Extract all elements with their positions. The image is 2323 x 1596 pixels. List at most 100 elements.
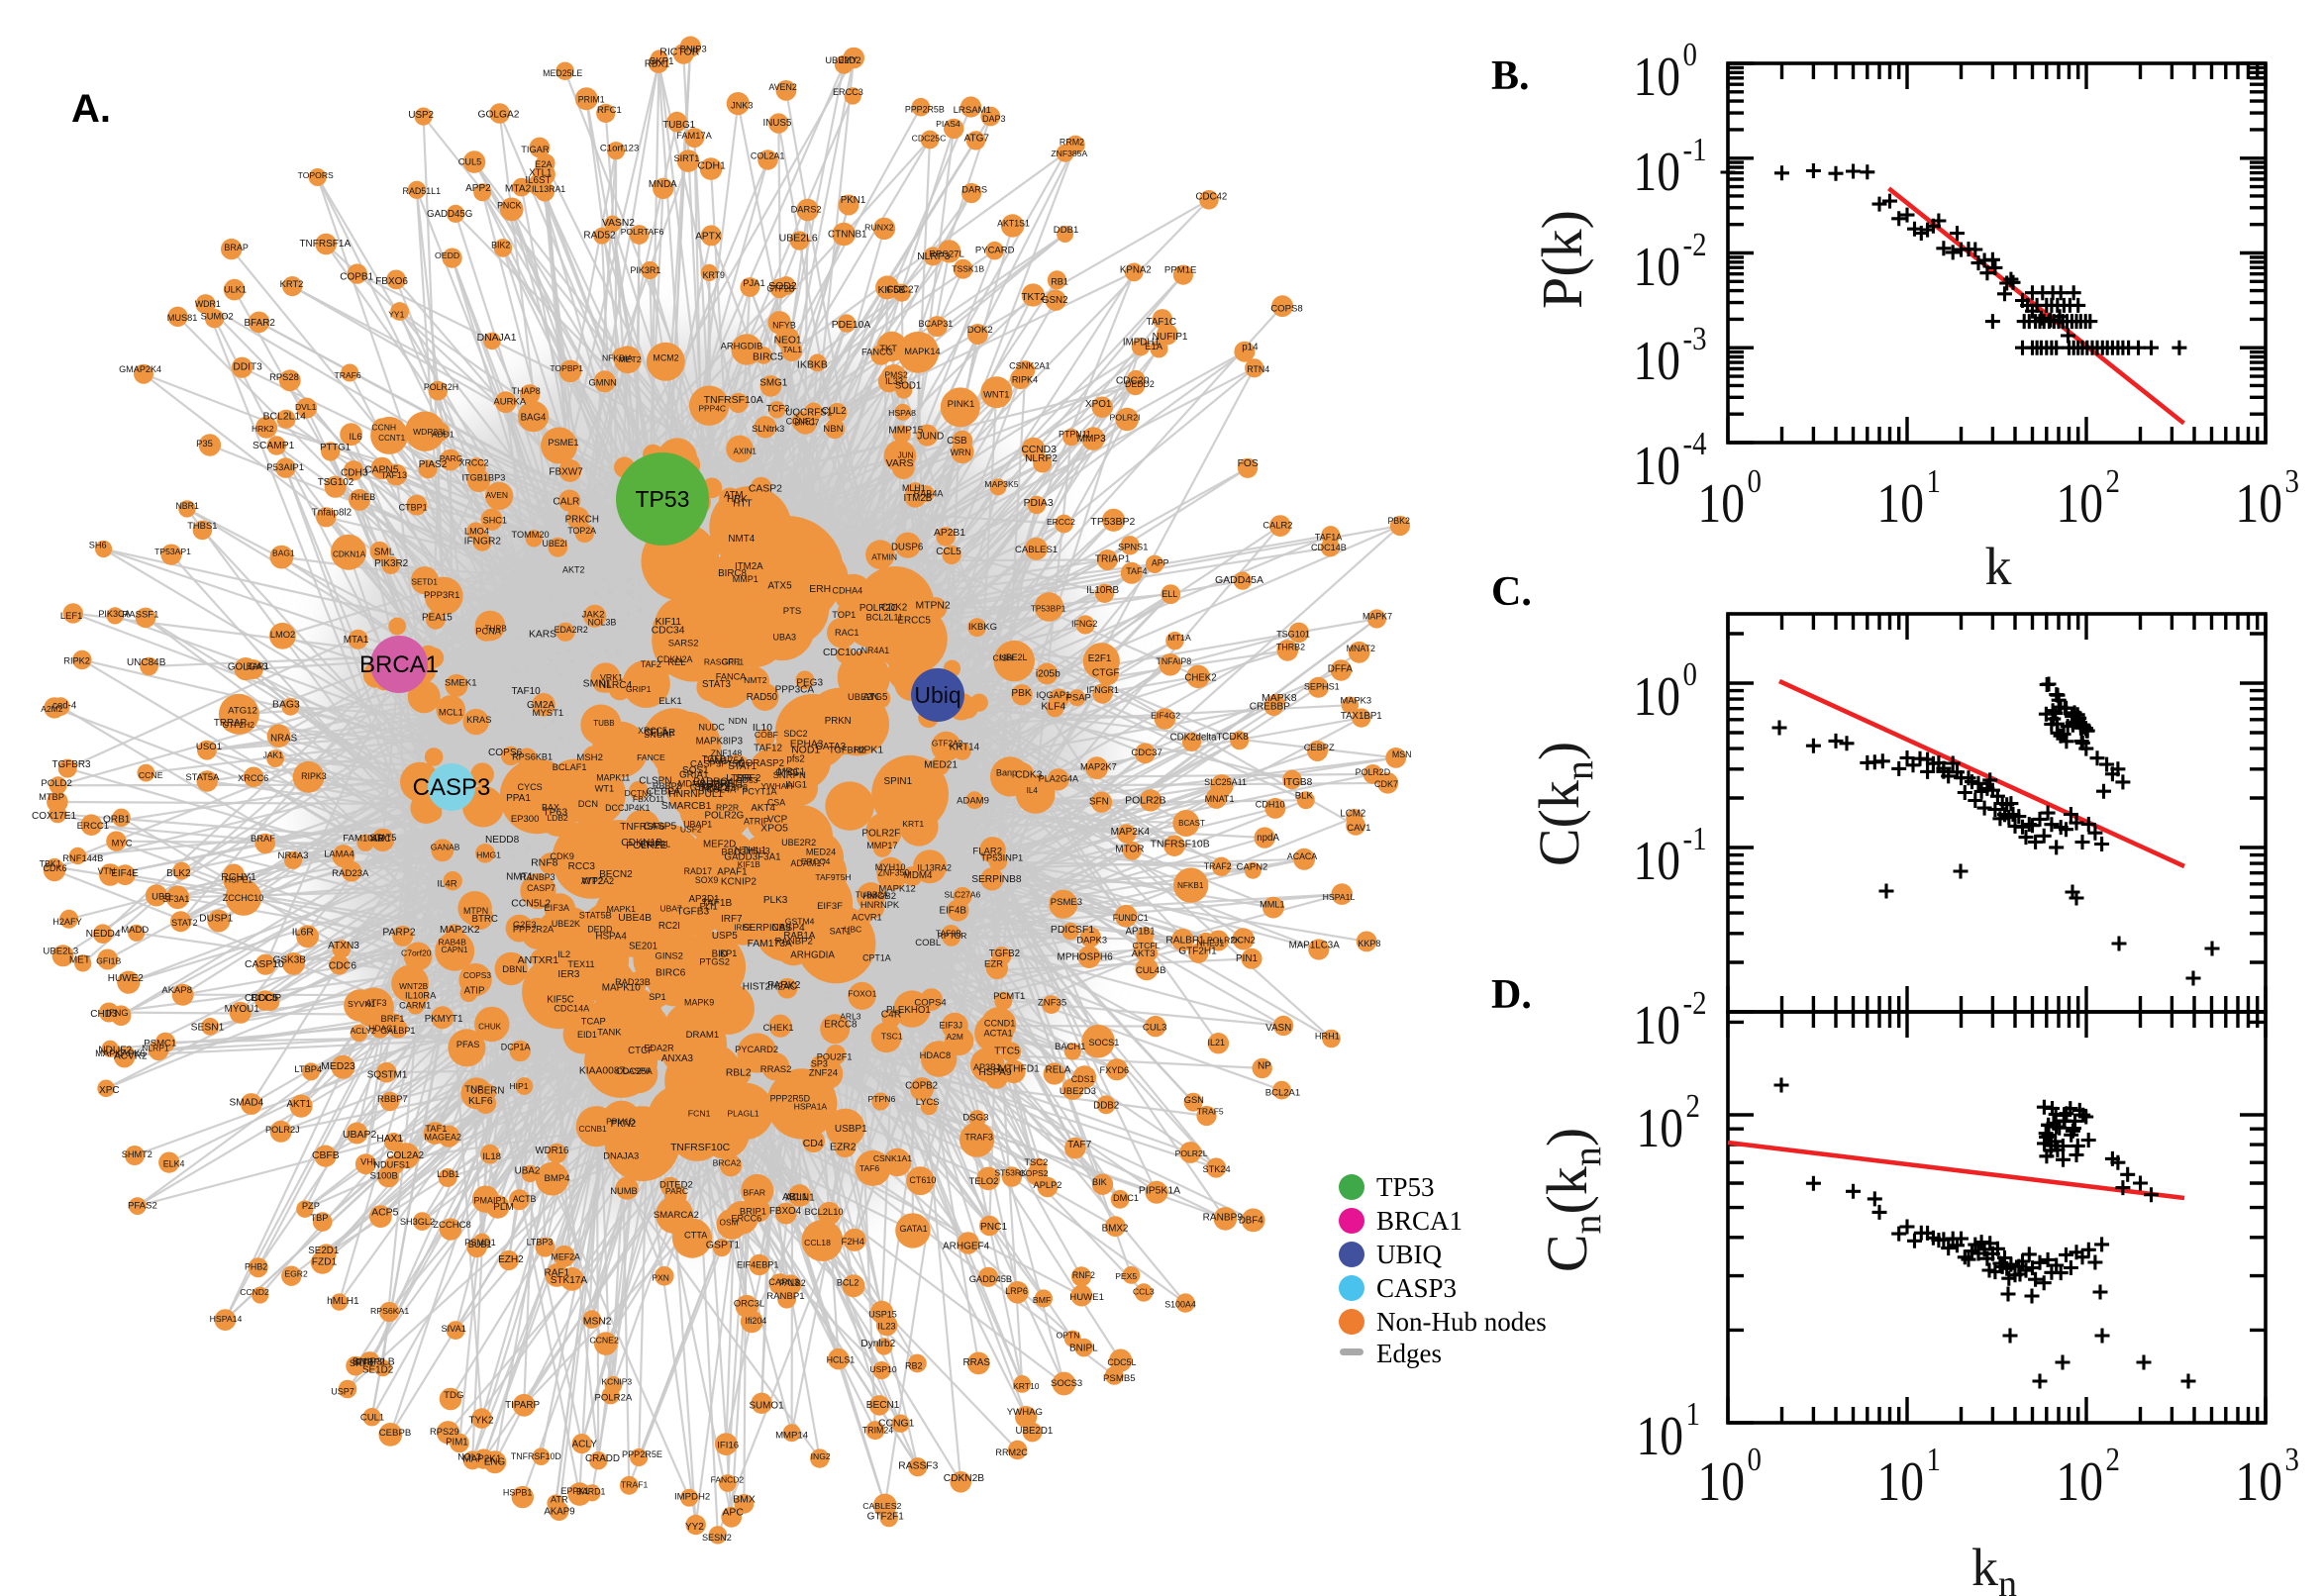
svg-text:EDA2R2: EDA2R2 [555,625,588,635]
svg-text:HUWE1: HUWE1 [1069,1292,1104,1303]
svg-text:ATX5: ATX5 [767,581,792,592]
svg-text:MSN: MSN [1392,749,1412,759]
svg-text:HSPA9: HSPA9 [978,1067,1012,1078]
svg-text:CASP3: CASP3 [413,774,491,801]
svg-text:DDIT3: DDIT3 [233,362,262,373]
svg-text:ANTXR1: ANTXR1 [518,954,559,966]
svg-text:FBXO4: FBXO4 [769,1206,802,1217]
svg-text:MPHOSPH6: MPHOSPH6 [1058,951,1114,962]
svg-text:COPS4: COPS4 [914,997,946,1008]
svg-text:EIF4E: EIF4E [111,868,139,879]
svg-text:GINS2: GINS2 [655,951,683,962]
svg-text:MAP2K4: MAP2K4 [1111,827,1151,838]
svg-text:POLR2F: POLR2F [861,828,900,839]
svg-text:POLD2: POLD2 [41,778,71,789]
svg-text:JMY: JMY [840,55,858,65]
svg-text:NMT4: NMT4 [728,534,755,545]
svg-text:10: 10 [2235,1452,2282,1513]
svg-text:SF3A1: SF3A1 [162,894,189,904]
svg-text:BIK2: BIK2 [491,240,510,249]
svg-text:RASSF3: RASSF3 [898,1461,938,1472]
svg-text:CDK3: CDK3 [1015,769,1043,780]
svg-text:MYC: MYC [112,837,133,848]
svg-text:CALR2: CALR2 [1262,520,1292,530]
svg-text:POLR2H: POLR2H [424,382,458,392]
svg-text:IL4: IL4 [1027,786,1039,795]
svg-text:STAT5B: STAT5B [579,910,612,920]
svg-text:MAPK12: MAPK12 [878,884,916,895]
svg-text:NLRP3: NLRP3 [917,251,950,262]
svg-text:TRAF5: TRAF5 [1197,1107,1224,1117]
svg-text:SLC25A11: SLC25A11 [1204,777,1247,787]
svg-text:10: 10 [1876,1452,1924,1513]
svg-text:PIAS4: PIAS4 [936,119,960,129]
svg-text:TNFRSF1A: TNFRSF1A [299,239,351,249]
svg-text:KPNA2: KPNA2 [1120,265,1152,276]
svg-text:THRB2: THRB2 [1276,642,1305,651]
svg-text:ACLY2: ACLY2 [350,1026,376,1036]
svg-text:PIK3R1: PIK3R1 [630,265,660,275]
svg-text:MAP1LC3A: MAP1LC3A [1289,940,1341,950]
svg-text:EDA2R: EDA2R [644,1044,674,1053]
svg-text:EZH2: EZH2 [498,1254,524,1265]
svg-text:AKAP8: AKAP8 [161,985,192,996]
svg-text:GOLGA2: GOLGA2 [478,109,520,120]
svg-text:USP15: USP15 [868,1310,897,1320]
svg-text:PBK: PBK [1011,688,1031,699]
svg-text:JAK1: JAK1 [263,749,284,759]
svg-text:PCNA: PCNA [475,627,501,637]
svg-text:TNFRSF10A: TNFRSF10A [704,394,763,406]
svg-text:UBAP2: UBAP2 [343,1129,377,1141]
svg-text:KIAA0087: KIAA0087 [579,1066,626,1077]
svg-text:Tnfaip8l2: Tnfaip8l2 [312,508,352,519]
svg-text:SOD1: SOD1 [895,380,921,391]
svg-text:TP53: TP53 [1376,1172,1435,1202]
svg-text:CHEK2: CHEK2 [1184,672,1216,683]
svg-text:PINK1: PINK1 [948,399,975,410]
svg-text:LMO4: LMO4 [464,527,489,537]
svg-text:CDKN1A: CDKN1A [333,549,366,558]
svg-text:STK24: STK24 [1203,1164,1231,1174]
svg-text:PYCARD: PYCARD [975,246,1015,256]
svg-text:MSN2: MSN2 [583,1316,612,1327]
svg-text:NFYB: NFYB [772,320,796,330]
svg-text:COPB2: COPB2 [905,1080,938,1091]
svg-text:YY2: YY2 [685,1522,704,1533]
svg-text:BIRC7: BIRC7 [794,417,819,427]
svg-text:GSN: GSN [1184,1095,1204,1105]
svg-text:NFKB1: NFKB1 [1177,881,1204,890]
svg-text:P35: P35 [196,438,213,449]
svg-text:TP53AP1: TP53AP1 [154,547,191,556]
svg-text:RIPK2: RIPK2 [63,656,90,666]
svg-text:FANCG: FANCG [861,348,893,357]
svg-text:MYST1: MYST1 [533,708,564,719]
svg-text:AKT2: AKT2 [562,565,585,575]
svg-text:POLR2L: POLR2L [1175,1148,1208,1158]
svg-text:RANBP3: RANBP3 [520,872,555,882]
svg-text:CUL5: CUL5 [458,157,482,167]
svg-text:PTTG1: PTTG1 [320,442,351,452]
svg-text:CEBPB: CEBPB [379,1428,412,1439]
svg-text:npdA: npdA [1257,833,1279,844]
svg-text:IRF7: IRF7 [721,914,743,925]
svg-text:CDH1: CDH1 [697,160,726,171]
svg-text:PIN1: PIN1 [1236,953,1258,964]
svg-text:AURKA: AURKA [493,397,526,408]
svg-text:POLR2I: POLR2I [1110,413,1141,423]
svg-text:CDC100: CDC100 [823,648,862,658]
svg-text:ATG12: ATG12 [228,706,257,717]
svg-text:MMP14: MMP14 [775,1431,809,1442]
svg-text:EGR2: EGR2 [284,1268,308,1278]
svg-text:TDG: TDG [444,1390,463,1401]
svg-text:PDIA3: PDIA3 [1024,498,1054,509]
svg-text:PPP3CA: PPP3CA [775,685,815,696]
svg-text:NDN: NDN [729,716,748,726]
svg-text:SETD1: SETD1 [412,578,439,587]
svg-text:S100B: S100B [370,1170,398,1181]
svg-text:CCND2: CCND2 [240,1287,269,1297]
svg-text:RIPK3: RIPK3 [301,771,327,781]
svg-text:2: 2 [1686,1087,1700,1125]
svg-text:LTBP3: LTBP3 [527,1238,554,1247]
svg-text:TIPARP: TIPARP [505,1400,540,1411]
svg-text:UBC: UBC [844,925,861,935]
